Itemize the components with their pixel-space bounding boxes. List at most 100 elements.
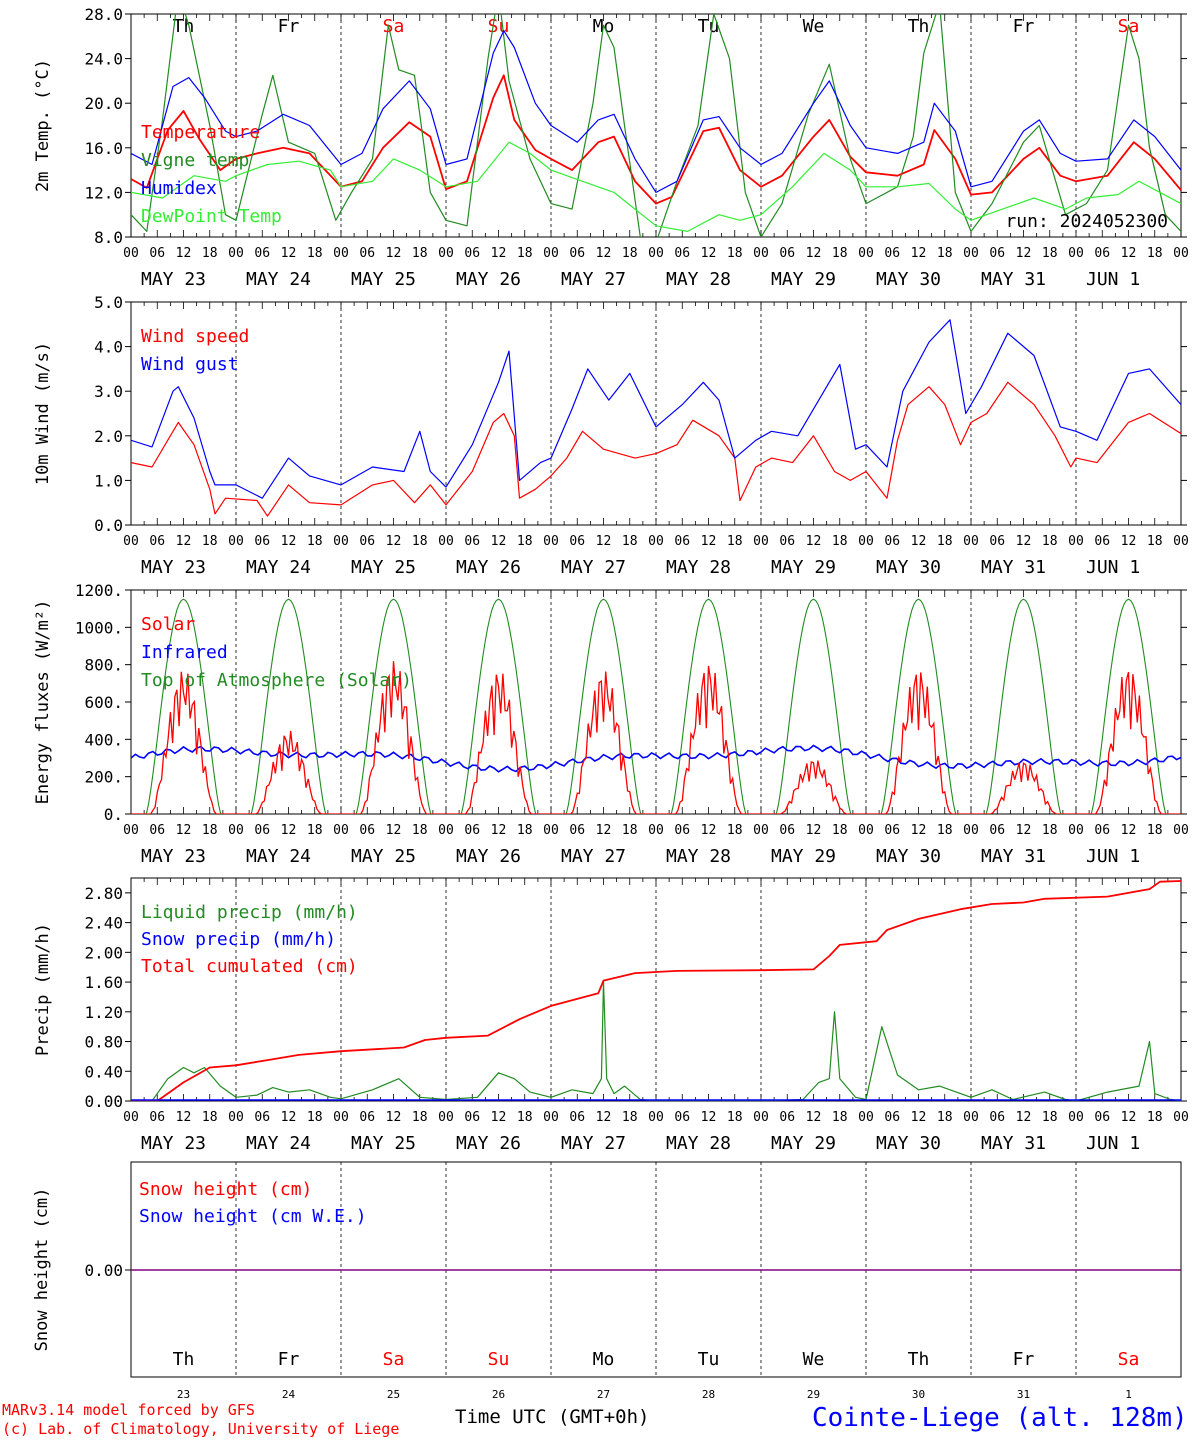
y-tick-label: 0.00 (84, 1261, 123, 1280)
series-line (131, 981, 1181, 1101)
day-number-label: 28 (702, 1388, 715, 1401)
hour-tick-label: 12 (596, 534, 612, 549)
date-label: MAY 30 (876, 557, 941, 578)
date-label: MAY 23 (141, 846, 206, 867)
hour-tick-label: 12 (1016, 1110, 1032, 1125)
date-label: JUN 1 (1086, 846, 1140, 867)
date-label: MAY 28 (666, 846, 731, 867)
hour-tick-label: 18 (202, 1110, 218, 1125)
date-label: MAY 26 (456, 1133, 521, 1154)
date-label: MAY 31 (981, 557, 1046, 578)
hour-tick-label: 00 (333, 534, 349, 549)
hour-tick-label: 06 (254, 1110, 270, 1125)
date-label: MAY 23 (141, 1133, 206, 1154)
series-line (131, 14, 1181, 237)
hour-tick-label: 12 (596, 823, 612, 838)
hour-tick-label: 12 (491, 823, 507, 838)
hour-tick-label: 00 (1068, 534, 1084, 549)
date-label: MAY 31 (981, 269, 1046, 290)
hour-tick-label: 12 (701, 246, 717, 261)
day-number-label: 30 (912, 1388, 925, 1401)
date-label: MAY 29 (771, 269, 836, 290)
hour-tick-label: 06 (1094, 534, 1110, 549)
run-label: run: 2024052300 (1005, 211, 1168, 232)
legend-entry: DewPoint Temp (141, 206, 282, 227)
y-axis-label: Precip (mm/h) (33, 923, 53, 1056)
date-label: MAY 24 (246, 269, 311, 290)
hour-tick-label: 06 (464, 1110, 480, 1125)
y-tick-label: 8.0 (94, 228, 123, 247)
hour-tick-label: 12 (806, 246, 822, 261)
hour-tick-label: 00 (123, 534, 139, 549)
weekday-label: Th (173, 1349, 195, 1370)
hour-tick-label: 00 (648, 823, 664, 838)
hour-tick-label: 12 (176, 823, 192, 838)
hour-tick-label: 12 (701, 823, 717, 838)
y-tick-label: 2.80 (84, 884, 123, 903)
date-label: MAY 27 (561, 846, 626, 867)
hour-tick-label: 00 (1068, 1110, 1084, 1125)
hour-tick-label: 06 (674, 246, 690, 261)
series-line (131, 598, 1181, 814)
hour-tick-label: 18 (1042, 246, 1058, 261)
day-number-label: 26 (492, 1388, 505, 1401)
y-tick-label: 1000. (75, 618, 123, 637)
date-label: MAY 30 (876, 269, 941, 290)
hour-tick-label: 00 (438, 534, 454, 549)
hour-tick-label: 18 (307, 534, 323, 549)
hour-tick-label: 12 (806, 1110, 822, 1125)
y-tick-label: 0.80 (84, 1033, 123, 1052)
hour-tick-label: 00 (543, 823, 559, 838)
date-label: JUN 1 (1086, 557, 1140, 578)
hour-tick-label: 18 (307, 246, 323, 261)
day-number-label: 1 (1125, 1388, 1132, 1401)
hour-tick-label: 12 (806, 534, 822, 549)
hour-tick-label: 00 (1173, 534, 1189, 549)
legend-entry: Solar (141, 614, 195, 635)
hour-tick-label: 00 (858, 534, 874, 549)
date-label: MAY 23 (141, 269, 206, 290)
hour-tick-label: 06 (1094, 823, 1110, 838)
y-tick-label: 600. (84, 693, 123, 712)
y-tick-label: 400. (84, 730, 123, 749)
hour-tick-label: 12 (1121, 823, 1137, 838)
hour-tick-label: 00 (858, 246, 874, 261)
hour-tick-label: 00 (963, 534, 979, 549)
day-number-label: 31 (1017, 1388, 1030, 1401)
hour-tick-label: 00 (333, 1110, 349, 1125)
hour-tick-label: 06 (464, 246, 480, 261)
legend-entry: Snow height (cm) (139, 1179, 312, 1200)
hour-tick-label: 00 (753, 534, 769, 549)
hour-tick-label: 06 (254, 246, 270, 261)
hour-tick-label: 18 (1147, 534, 1163, 549)
hour-tick-label: 12 (1121, 1110, 1137, 1125)
model-credit: MARv3.14 model forced by GFS (2, 1401, 255, 1419)
hour-tick-label: 00 (1173, 246, 1189, 261)
hour-tick-label: 12 (1121, 534, 1137, 549)
hour-tick-label: 06 (254, 823, 270, 838)
hour-tick-label: 12 (911, 246, 927, 261)
legend-entry: Liquid precip (mm/h) (141, 902, 358, 923)
hour-tick-label: 12 (281, 823, 297, 838)
hour-tick-label: 12 (1016, 534, 1032, 549)
hour-tick-label: 06 (149, 1110, 165, 1125)
weekday-label: Sa (383, 1349, 405, 1370)
y-tick-label: 2.00 (84, 943, 123, 962)
legend-entry: Temperature (141, 122, 260, 143)
date-label: MAY 23 (141, 557, 206, 578)
y-tick-label: 20.0 (84, 94, 123, 113)
series-line (131, 30, 1181, 193)
hour-tick-label: 00 (648, 534, 664, 549)
legend-entry: Total cumulated (cm) (141, 956, 358, 977)
hour-tick-label: 06 (779, 823, 795, 838)
hour-tick-label: 12 (911, 823, 927, 838)
hour-tick-label: 18 (832, 1110, 848, 1125)
date-label: MAY 26 (456, 269, 521, 290)
hour-tick-label: 06 (359, 823, 375, 838)
y-tick-label: 0.00 (84, 1092, 123, 1111)
date-label: MAY 25 (351, 269, 416, 290)
weekday-label: Fr (1013, 1349, 1035, 1370)
hour-tick-label: 00 (858, 1110, 874, 1125)
date-label: MAY 28 (666, 557, 731, 578)
